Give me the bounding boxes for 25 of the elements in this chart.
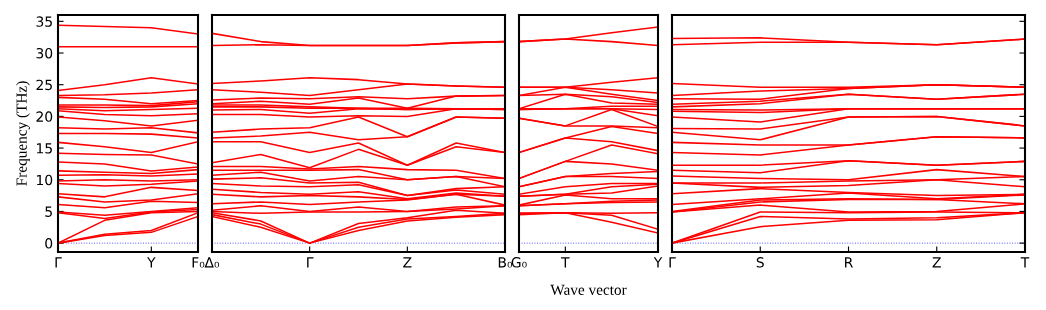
x-tick-label: G₀ bbox=[511, 257, 527, 268]
x-tick-label: S bbox=[756, 257, 764, 268]
x-tick-label: Z bbox=[932, 257, 941, 268]
y-tick-label: 35 bbox=[36, 16, 52, 27]
x-tick-label: R bbox=[845, 257, 853, 268]
y-axis-title: Frequency (THz) bbox=[16, 81, 30, 186]
x-tick-label: T bbox=[1020, 257, 1030, 268]
y-tick-label: 0 bbox=[45, 238, 53, 249]
x-tick-label: Δ₀ bbox=[204, 257, 220, 268]
y-tick-label: 25 bbox=[36, 79, 52, 91]
x-tick-label: Γ bbox=[55, 257, 62, 268]
x-tick-label: Y bbox=[147, 257, 156, 268]
y-tick-label: 5 bbox=[45, 206, 52, 217]
x-tick-label: F₀ bbox=[192, 257, 205, 268]
x-tick-label: Γ bbox=[307, 257, 314, 268]
x-tick-label: Z bbox=[403, 257, 412, 268]
x-axis-title: Wave vector bbox=[550, 284, 627, 296]
x-tick-label: B₀ bbox=[498, 257, 513, 268]
x-tick-label: Γ bbox=[669, 257, 676, 268]
x-tick-label: T bbox=[561, 257, 570, 268]
y-tick-label: 10 bbox=[36, 174, 53, 186]
y-tick-label: 20 bbox=[36, 111, 53, 122]
y-tick-label: 15 bbox=[36, 143, 52, 154]
y-tick-label: 30 bbox=[36, 47, 53, 59]
x-tick-label: Y bbox=[653, 257, 663, 268]
